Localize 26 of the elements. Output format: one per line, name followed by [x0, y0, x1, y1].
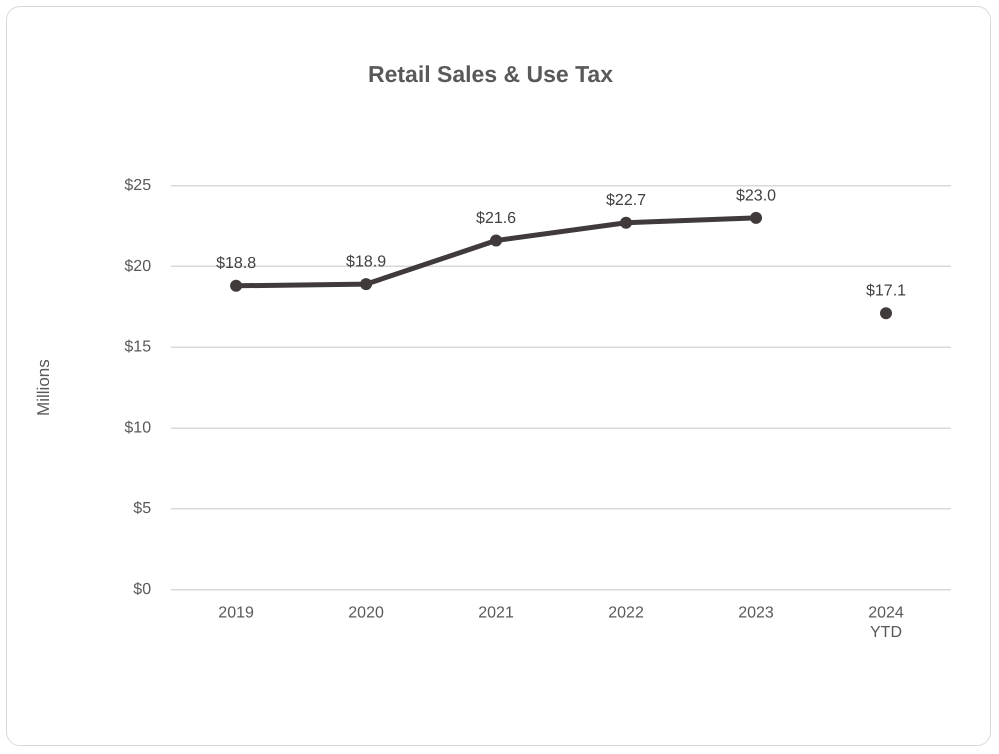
- data-label: $23.0: [736, 187, 776, 204]
- y-tick-label: $20: [124, 258, 152, 275]
- point: [490, 234, 502, 247]
- x-tick-label: 2019: [218, 604, 254, 622]
- y-tick-label: $15: [124, 338, 152, 356]
- x-tick-label: 2022: [608, 604, 644, 622]
- y-tick-label: $0: [133, 581, 152, 598]
- x-tick-label: 2023: [738, 604, 774, 622]
- x-tick-label: 2024 YTD: [868, 604, 904, 641]
- point: [230, 280, 242, 292]
- chart-title: Retail Sales & Use Tax: [368, 61, 614, 88]
- point: [620, 216, 632, 229]
- point: [750, 212, 762, 224]
- y-tick-label: $10: [124, 419, 152, 436]
- data-label: $18.9: [346, 254, 386, 271]
- data-label: $18.8: [216, 255, 256, 272]
- x-tick-label: 2021: [478, 604, 514, 622]
- x-tick-label: 2020: [348, 604, 384, 622]
- data-label: $22.7: [606, 192, 646, 210]
- y-tick-label: $25: [124, 177, 152, 194]
- y-tick-label: $5: [133, 500, 152, 518]
- data-label: $21.6: [476, 210, 516, 227]
- y-axis-title: Millions: [34, 359, 53, 416]
- point: [360, 278, 372, 290]
- data-label: $17.1: [866, 282, 906, 300]
- point: [880, 307, 892, 320]
